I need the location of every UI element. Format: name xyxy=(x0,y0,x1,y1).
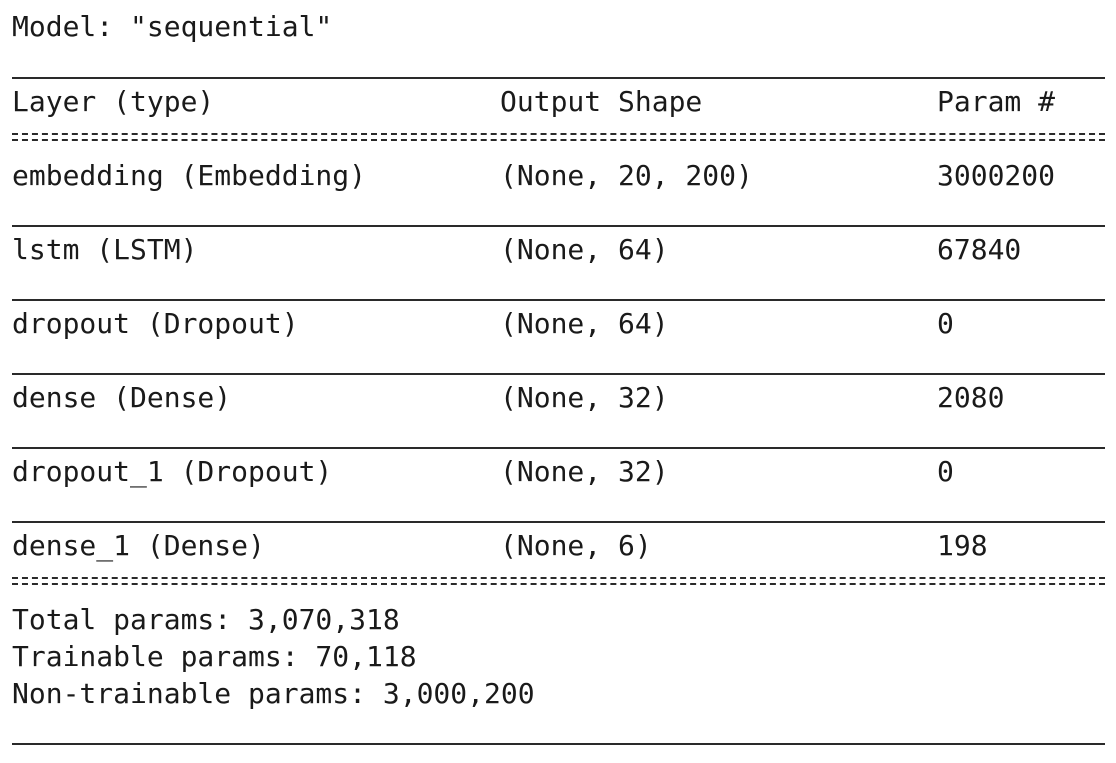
row-layer: embedding (Embedding) xyxy=(12,159,367,192)
row-output-shape: (None, 32) xyxy=(500,455,669,488)
row-layer: dense (Dense) xyxy=(12,381,232,414)
row-params: 67840 xyxy=(937,233,1022,266)
trainable-params: Trainable params: 70,118 xyxy=(12,640,417,673)
row-output-shape: (None, 64) xyxy=(500,233,669,266)
row-output-shape: (None, 20, 200) xyxy=(500,159,753,192)
row-divider xyxy=(12,521,1105,523)
model-title: Model: "sequential" xyxy=(12,10,333,43)
footer-double-rule xyxy=(12,577,1105,585)
header-double-rule xyxy=(12,133,1105,141)
row-layer: dropout (Dropout) xyxy=(12,307,299,340)
bottom-rule xyxy=(12,743,1105,745)
row-divider xyxy=(12,225,1105,227)
row-params: 3000200 xyxy=(937,159,1056,192)
row-params: 0 xyxy=(937,307,954,340)
row-divider xyxy=(12,447,1105,449)
row-output-shape: (None, 64) xyxy=(500,307,669,340)
row-layer: dense_1 (Dense) xyxy=(12,529,265,562)
row-params: 0 xyxy=(937,455,954,488)
row-output-shape: (None, 6) xyxy=(500,529,652,562)
header-layer: Layer (type) xyxy=(12,85,215,118)
row-output-shape: (None, 32) xyxy=(500,381,669,414)
header-output-shape: Output Shape xyxy=(500,85,703,118)
row-layer: dropout_1 (Dropout) xyxy=(12,455,333,488)
row-params: 2080 xyxy=(937,381,1005,414)
row-divider xyxy=(12,373,1105,375)
header-params: Param # xyxy=(937,85,1056,118)
non-trainable-params: Non-trainable params: 3,000,200 xyxy=(12,677,535,710)
total-params: Total params: 3,070,318 xyxy=(12,603,400,636)
row-divider xyxy=(12,299,1105,301)
top-rule xyxy=(12,77,1105,79)
row-layer: lstm (LSTM) xyxy=(12,233,198,266)
row-params: 198 xyxy=(937,529,988,562)
